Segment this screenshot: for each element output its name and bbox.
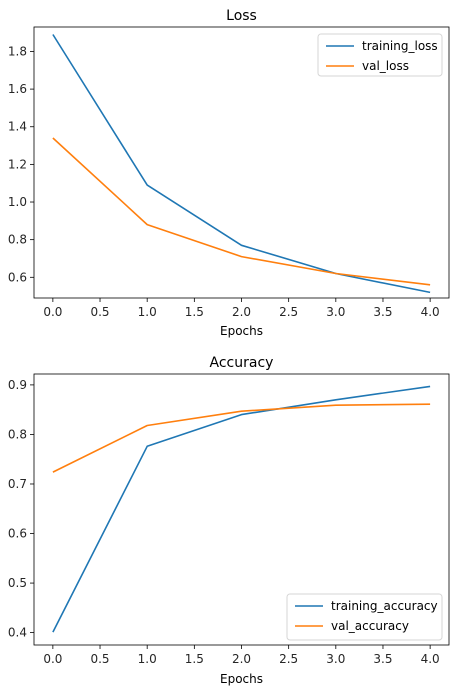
x-tick-label: 1.5 bbox=[185, 652, 204, 666]
y-tick-label: 0.9 bbox=[8, 378, 27, 392]
x-tick-label: 2.0 bbox=[232, 652, 251, 666]
x-tick-label: 3.0 bbox=[326, 652, 345, 666]
chart-title: Loss bbox=[226, 8, 257, 24]
x-tick-label: 2.5 bbox=[279, 305, 298, 319]
y-tick-label: 1.0 bbox=[8, 195, 27, 209]
y-tick-label: 0.7 bbox=[8, 477, 27, 491]
y-tick-label: 1.2 bbox=[8, 157, 27, 171]
series-line-training_accuracy bbox=[52, 385, 431, 633]
x-tick-label: 0.5 bbox=[90, 652, 109, 666]
x-tick-label: 1.5 bbox=[185, 305, 204, 319]
legend-label: val_loss bbox=[362, 59, 409, 73]
x-tick-label: 4.0 bbox=[421, 652, 440, 666]
x-tick-label: 0.0 bbox=[43, 652, 62, 666]
legend: training_loss val_loss bbox=[317, 33, 443, 77]
chart-accuracy: Accuracy 0.0 0.5 1.0 1.5 2.0 2.5 3.0 3.5 4.0 0.4 0.… bbox=[8, 355, 450, 686]
chart-loss: Loss 0.0 0.5 1.0 1.5 2.0 2.5 3.0 3.5 4.0 0.6 0.8 1.0… bbox=[8, 8, 450, 338]
y-tick-label: 1.4 bbox=[8, 120, 27, 134]
legend-label: training_loss bbox=[362, 39, 438, 53]
chart-title: Accuracy bbox=[210, 355, 274, 371]
y-tick-label: 0.4 bbox=[8, 626, 27, 640]
x-tick-label: 2.5 bbox=[279, 652, 298, 666]
x-tick-label: 0.0 bbox=[43, 305, 62, 319]
x-tick-label: 1.0 bbox=[138, 305, 157, 319]
x-axis-label: Epochs bbox=[220, 672, 263, 686]
y-tick-label: 1.8 bbox=[8, 44, 27, 58]
series-line-val_accuracy bbox=[52, 403, 431, 473]
x-tick-label: 1.0 bbox=[138, 652, 157, 666]
x-tick-label: 4.0 bbox=[421, 305, 440, 319]
x-axis-label: Epochs bbox=[220, 324, 263, 338]
x-tick-label: 3.5 bbox=[373, 305, 392, 319]
x-tick-label: 0.5 bbox=[90, 305, 109, 319]
x-tick-label: 3.5 bbox=[373, 652, 392, 666]
series-line-val_loss bbox=[52, 137, 431, 286]
y-tick-label: 0.8 bbox=[8, 427, 27, 441]
y-tick-label: 0.5 bbox=[8, 576, 27, 590]
legend-label: training_accuracy bbox=[331, 599, 438, 613]
legend-box bbox=[286, 593, 443, 641]
y-tick-label: 0.6 bbox=[8, 527, 27, 541]
y-tick-label: 0.6 bbox=[8, 270, 27, 284]
series-line-training_loss bbox=[52, 34, 431, 294]
legend-label: val_accuracy bbox=[331, 619, 409, 633]
x-tick-label: 2.0 bbox=[232, 305, 251, 319]
x-tick-label: 3.0 bbox=[326, 305, 345, 319]
y-tick-label: 1.6 bbox=[8, 82, 27, 96]
legend: training_accuracy val_accuracy bbox=[286, 593, 443, 641]
y-tick-label: 0.8 bbox=[8, 233, 27, 247]
